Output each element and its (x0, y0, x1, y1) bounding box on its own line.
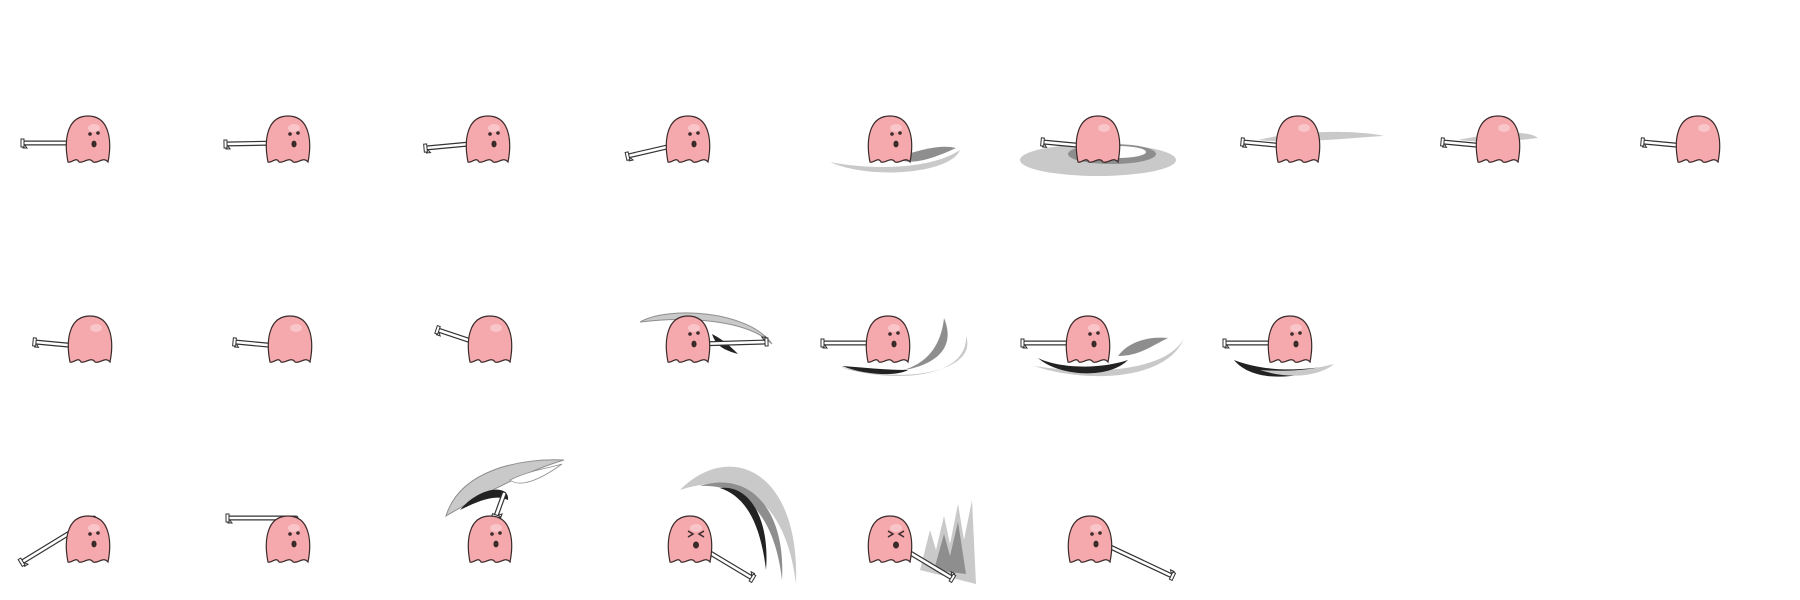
sprite-canvas (1440, 115, 1538, 164)
blob-body (665, 115, 711, 164)
sprite-canvas (1020, 115, 1176, 176)
surprised-face-icon (688, 131, 700, 148)
blob-body (1675, 115, 1721, 164)
sprite-frame-3-2 (200, 440, 400, 600)
surprised-face-icon (890, 131, 902, 148)
sprite-canvas (423, 115, 511, 164)
sprite-canvas (434, 315, 513, 364)
sprite-frame-3-1 (0, 440, 200, 600)
blob-body (265, 115, 311, 164)
blob-body (865, 315, 911, 364)
sprite-canvas (32, 315, 113, 364)
sprite-canvas (1640, 115, 1721, 164)
surprised-face-icon (288, 531, 300, 548)
surprised-face-icon (88, 131, 100, 148)
sprite-canvas (624, 115, 711, 164)
blob-body (1075, 115, 1121, 164)
blob-body (65, 115, 111, 164)
sprite-frame-1-7 (1200, 40, 1400, 240)
sprite-canvas (639, 312, 773, 364)
sprite-canvas (1067, 515, 1177, 582)
sprite-frame-3-4 (600, 440, 800, 600)
blob-body (1267, 315, 1313, 364)
sprite-canvas (1020, 315, 1184, 377)
surprised-face-icon (688, 331, 700, 348)
sprite-frame-1-5 (800, 40, 1000, 240)
surprised-face-icon (1090, 531, 1102, 548)
sprite-canvas (1222, 315, 1334, 377)
sprite-canvas (867, 500, 976, 584)
surprised-face-icon (1290, 331, 1302, 348)
blob-body (467, 315, 513, 364)
blob-body (267, 315, 313, 364)
sprite-canvas (225, 513, 311, 564)
blob-body (67, 315, 113, 364)
sprite-frame-2-7 (1200, 240, 1400, 440)
scythe-pole (1101, 541, 1177, 582)
sprite-canvas (232, 315, 313, 364)
sprite-canvas (830, 115, 960, 173)
blob-body (1067, 515, 1113, 564)
wincing-face-icon (687, 530, 705, 549)
sprite-frame-3-3 (400, 440, 600, 600)
blob-body (867, 115, 913, 164)
sprite-canvas (1240, 115, 1384, 164)
blob-body (465, 115, 511, 164)
blob-body (665, 315, 711, 364)
sprite-frame-1-8 (1400, 40, 1600, 240)
blob-body (667, 515, 713, 564)
surprised-face-icon (888, 331, 900, 348)
surprised-face-icon (488, 131, 500, 148)
blob-body (467, 515, 513, 564)
slash-trail (920, 500, 976, 584)
blob-body (1475, 115, 1521, 164)
sprite-canvas (223, 115, 311, 164)
sprite-frame-1-1 (0, 40, 200, 240)
blob-body (265, 515, 311, 564)
sprite-frame-2-5 (800, 240, 1000, 440)
sprite-canvas (667, 466, 797, 584)
surprised-face-icon (288, 131, 300, 148)
slash-trail (445, 459, 565, 518)
slash-trail (680, 466, 797, 584)
sprite-frame-2-2 (200, 240, 400, 440)
sprite-frame-1-6 (1000, 40, 1200, 240)
sprite-canvas (820, 315, 968, 377)
sprite-canvas (20, 115, 111, 164)
sprite-frame-2-6 (1000, 240, 1200, 440)
blob-body (65, 515, 111, 564)
slash-trail (838, 318, 968, 377)
sprite-canvas (17, 515, 111, 568)
blob-body (1065, 315, 1111, 364)
sprite-frame-1-2 (200, 40, 400, 240)
blob-body (1275, 115, 1321, 164)
sprite-frame-1-9 (1600, 40, 1800, 240)
sprite-canvas (445, 459, 565, 564)
sprite-frame-3-5 (800, 440, 1000, 600)
surprised-face-icon (490, 531, 502, 548)
sprite-frame-1-4 (600, 40, 800, 240)
blob-body (867, 515, 913, 564)
surprised-face-icon (1088, 331, 1100, 348)
sprite-frame-2-4 (600, 240, 800, 440)
sprite-frame-1-3 (400, 40, 600, 240)
sprite-frame-3-6 (1000, 440, 1200, 600)
surprised-face-icon (88, 531, 100, 548)
wincing-face-icon (887, 530, 905, 549)
sprite-frame-2-1 (0, 240, 200, 440)
slash-trail (1234, 360, 1334, 377)
sprite-frame-2-3 (400, 240, 600, 440)
slash-trail (1034, 337, 1184, 377)
